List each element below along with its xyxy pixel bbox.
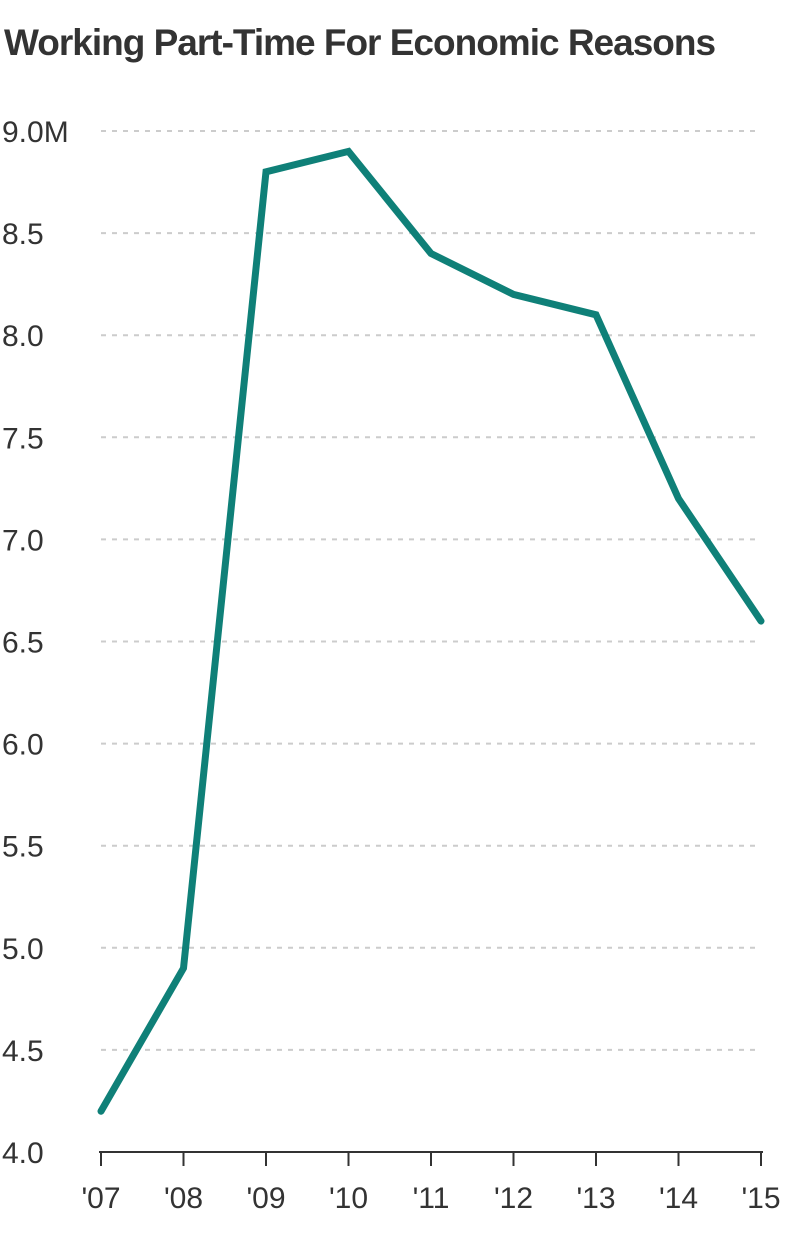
y-tick-label: 5.0 <box>2 933 44 966</box>
x-tick-label: '12 <box>494 1182 533 1215</box>
y-tick-label: 4.5 <box>2 1035 44 1068</box>
gridlines <box>101 130 761 1051</box>
y-tick-label: 8.5 <box>2 218 44 251</box>
x-tick-label: '15 <box>741 1182 780 1215</box>
data-point <box>760 620 762 623</box>
y-tick-label: 6.5 <box>2 627 44 660</box>
x-tick-label: '10 <box>329 1182 368 1215</box>
series-group <box>97 147 765 1115</box>
x-tick-label: '09 <box>246 1182 285 1215</box>
y-tick-label: 8.0 <box>2 320 44 353</box>
data-point <box>182 967 185 970</box>
x-tick-label: '08 <box>164 1182 203 1215</box>
x-tick-label: '07 <box>81 1182 120 1215</box>
chart-title: Working Part-Time For Economic Reasons <box>4 22 716 63</box>
data-point <box>677 497 680 500</box>
series-line <box>97 147 765 1115</box>
data-point <box>512 293 515 296</box>
y-tick-label: 7.5 <box>2 422 44 455</box>
data-point <box>430 252 432 255</box>
y-axis-ticks: 4.0 4.5 5.0 5.5 6.0 6.5 7.0 7.5 8.0 8.5 9.0M <box>2 116 69 1170</box>
data-point <box>595 313 597 316</box>
x-tick-label: '13 <box>576 1182 615 1215</box>
x-tick-label: '11 <box>413 1182 450 1215</box>
x-axis: '07 '08 '09 '10 '11 '12 '13 '14 '15 <box>81 1151 781 1215</box>
y-tick-label: 9.0M <box>2 116 69 149</box>
y-tick-label: 6.0 <box>2 729 44 762</box>
y-tick-label: 4.0 <box>2 1137 44 1170</box>
data-point <box>265 170 267 173</box>
data-point <box>347 150 350 153</box>
y-tick-label: 7.0 <box>2 524 44 557</box>
data-point <box>100 1110 102 1113</box>
y-tick-label: 5.5 <box>2 831 44 864</box>
x-tick-label: '14 <box>659 1182 698 1215</box>
